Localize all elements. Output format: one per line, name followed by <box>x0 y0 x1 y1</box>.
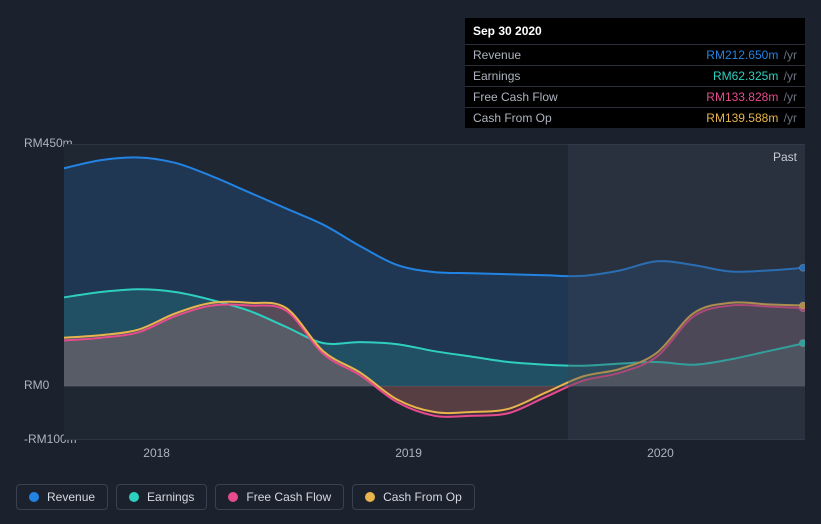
x-axis: 2018 2019 2020 <box>64 442 805 464</box>
legend-item[interactable]: Earnings <box>116 484 207 510</box>
tooltip-row-value: RM62.325m /yr <box>713 69 797 83</box>
x-axis-tick: 2020 <box>647 446 674 460</box>
legend-label: Revenue <box>47 490 95 504</box>
legend-item[interactable]: Cash From Op <box>352 484 475 510</box>
tooltip-row-label: Earnings <box>473 69 520 83</box>
past-label: Past <box>773 150 797 164</box>
tooltip-row-value: RM139.588m /yr <box>706 111 797 125</box>
past-band: Past <box>568 144 805 440</box>
tooltip-row-value: RM212.650m /yr <box>706 48 797 62</box>
tooltip-row: Cash From Op RM139.588m /yr <box>465 108 805 128</box>
legend-label: Earnings <box>147 490 194 504</box>
tooltip-row-label: Cash From Op <box>473 111 552 125</box>
legend-swatch <box>29 492 39 502</box>
tooltip-row: Free Cash Flow RM133.828m /yr <box>465 87 805 108</box>
y-axis-label: RM0 <box>24 378 49 392</box>
legend-item[interactable]: Free Cash Flow <box>215 484 344 510</box>
x-axis-tick: 2019 <box>395 446 422 460</box>
x-axis-tick: 2018 <box>143 446 170 460</box>
tooltip-date: Sep 30 2020 <box>465 18 805 45</box>
tooltip-row: Revenue RM212.650m /yr <box>465 45 805 66</box>
tooltip-row: Earnings RM62.325m /yr <box>465 66 805 87</box>
legend: Revenue Earnings Free Cash Flow Cash From O… <box>16 484 475 510</box>
tooltip-row-value: RM133.828m /yr <box>706 90 797 104</box>
legend-item[interactable]: Revenue <box>16 484 108 510</box>
legend-swatch <box>365 492 375 502</box>
plot-area[interactable]: Past <box>64 144 805 440</box>
tooltip-row-label: Revenue <box>473 48 521 62</box>
tooltip-box: Sep 30 2020 Revenue RM212.650m /yr Earning… <box>465 18 805 128</box>
legend-label: Cash From Op <box>383 490 462 504</box>
tooltip-row-label: Free Cash Flow <box>473 90 558 104</box>
legend-swatch <box>228 492 238 502</box>
legend-swatch <box>129 492 139 502</box>
legend-label: Free Cash Flow <box>246 490 331 504</box>
